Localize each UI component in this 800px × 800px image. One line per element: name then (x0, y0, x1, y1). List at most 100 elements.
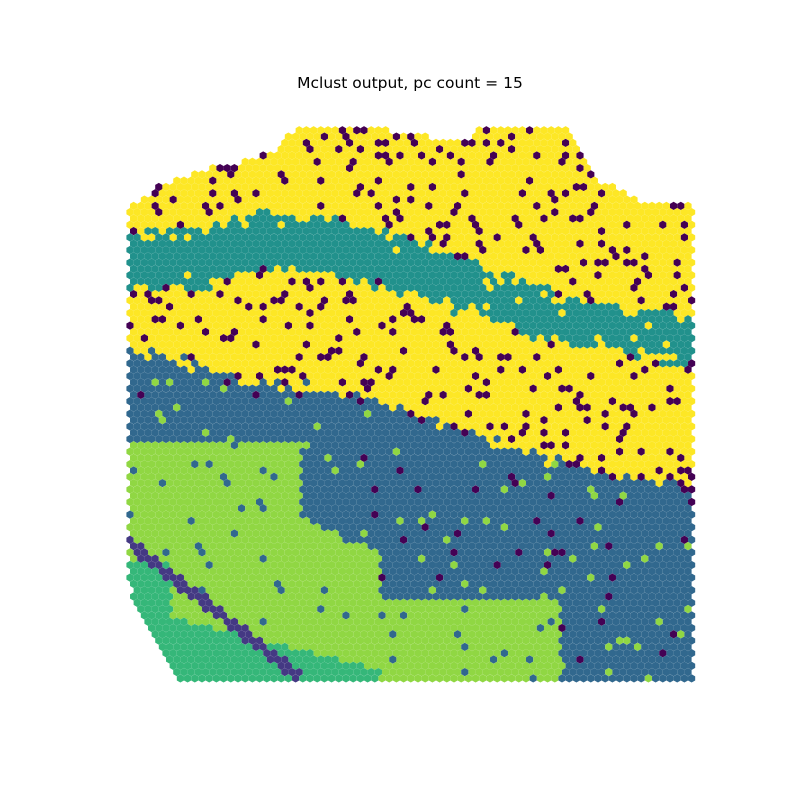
spot-hexagon (302, 189, 310, 198)
spot-hexagon (126, 258, 134, 267)
spot-hexagon (529, 220, 537, 229)
spot-hexagon (547, 239, 555, 248)
spot-hexagon (490, 214, 498, 223)
spot-hexagon (508, 132, 516, 141)
spot-hexagon (263, 220, 271, 229)
spot-hexagon (410, 226, 418, 236)
spot-hexagon (198, 245, 206, 255)
spot-hexagon (274, 239, 282, 248)
spot-hexagon (482, 239, 490, 248)
spot-hexagon (378, 132, 386, 141)
spot-hexagon (634, 214, 642, 223)
spot-hexagon (295, 252, 303, 261)
spot-hexagon (223, 201, 231, 211)
spot-hexagon (252, 239, 260, 248)
spot-hexagon (194, 176, 202, 185)
spot-hexagon (648, 201, 656, 211)
spot-hexagon (295, 189, 303, 198)
spot-hexagon (522, 233, 530, 242)
spot-hexagon (634, 201, 642, 211)
spot-hexagon (331, 163, 339, 173)
spot-hexagon (223, 239, 231, 248)
spot-hexagon (490, 239, 498, 248)
spot-hexagon (320, 195, 328, 204)
spot-hexagon (194, 226, 202, 236)
spot-hexagon (652, 258, 660, 267)
spot-hexagon (281, 214, 289, 223)
spot-hexagon (166, 226, 174, 236)
spot-hexagon (140, 195, 148, 204)
spot-hexagon (518, 252, 526, 261)
spot-hexagon (392, 258, 400, 267)
spot-hexagon (385, 208, 393, 217)
spot-hexagon (608, 220, 616, 229)
spot-hexagon (551, 258, 559, 267)
spot-hexagon (166, 214, 174, 223)
spot-hexagon (169, 233, 177, 242)
spot-hexagon (569, 176, 577, 185)
spot-hexagon (259, 226, 267, 236)
spot-hexagon (450, 233, 458, 242)
spot-hexagon (529, 258, 537, 267)
spot-hexagon (464, 195, 472, 204)
spot-hexagon (238, 189, 246, 198)
spot-hexagon (234, 245, 242, 255)
spot-hexagon (677, 239, 685, 248)
spot-hexagon (205, 233, 213, 242)
spot-hexagon (590, 201, 598, 211)
spot-hexagon (374, 214, 382, 223)
spot-hexagon (544, 145, 552, 154)
spot-hexagon (209, 252, 217, 261)
spot-hexagon (281, 252, 289, 261)
spot-hexagon (515, 170, 523, 179)
spot-hexagon (587, 245, 595, 255)
spot-hexagon (554, 239, 562, 248)
spot-hexagon (684, 252, 692, 261)
spot-hexagon (180, 252, 188, 261)
spot-hexagon (130, 239, 138, 248)
spot-hexagon (216, 226, 224, 236)
spot-hexagon (540, 252, 548, 261)
spot-hexagon (608, 182, 616, 192)
spot-hexagon (655, 252, 663, 261)
spot-hexagon (482, 126, 490, 135)
spot-hexagon (533, 126, 541, 135)
spot-hexagon (454, 176, 462, 185)
spot-hexagon (418, 239, 426, 248)
spot-hexagon (245, 176, 253, 185)
spot-hexagon (536, 182, 544, 192)
spot-hexagon (270, 157, 278, 166)
spot-hexagon (191, 208, 199, 217)
spot-hexagon (140, 233, 148, 242)
spot-hexagon (486, 170, 494, 179)
spot-hexagon (158, 189, 166, 198)
spot-hexagon (371, 182, 379, 192)
spot-hexagon (209, 163, 217, 173)
spot-hexagon (511, 189, 519, 198)
spot-hexagon (324, 189, 332, 198)
spot-hexagon (335, 208, 343, 217)
spot-hexagon (490, 151, 498, 160)
spot-hexagon (364, 132, 372, 141)
spot-hexagon (475, 239, 483, 248)
spot-hexagon (565, 170, 573, 179)
spot-hexagon (479, 182, 487, 192)
spot-hexagon (400, 233, 408, 242)
spot-hexagon (518, 239, 526, 248)
spot-hexagon (630, 233, 638, 242)
spot-hexagon (536, 132, 544, 141)
spot-hexagon (162, 258, 170, 267)
spot-hexagon (284, 258, 292, 267)
spot-hexagon (230, 252, 238, 261)
spot-hexagon (414, 182, 422, 192)
spot-hexagon (299, 157, 307, 166)
spot-hexagon (598, 189, 606, 198)
spot-hexagon (590, 214, 598, 223)
spot-hexagon (450, 220, 458, 229)
spot-hexagon (241, 157, 249, 166)
spot-hexagon (508, 195, 516, 204)
spot-hexagon (511, 138, 519, 148)
spot-hexagon (155, 258, 163, 267)
spot-hexagon (558, 132, 566, 141)
spot-hexagon (475, 126, 483, 135)
